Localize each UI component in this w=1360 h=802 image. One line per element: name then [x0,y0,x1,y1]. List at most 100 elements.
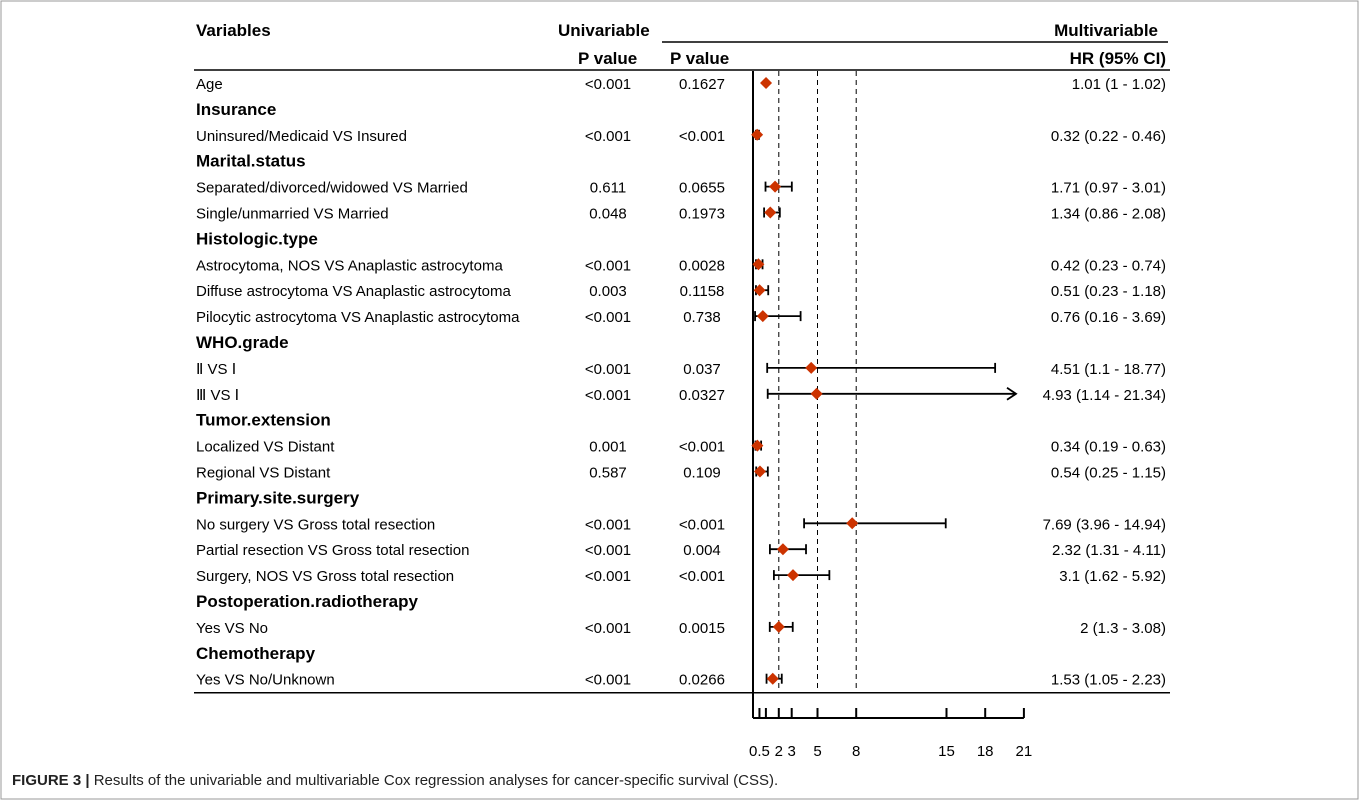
group-label: Histologic.type [196,229,318,248]
group-label: Insurance [196,100,276,119]
x-tick-label: 8 [852,743,860,760]
hr-ci-text: 2 (1.3 - 3.08) [1080,620,1166,637]
variable-label: Regional VS Distant [196,465,331,482]
hr-ci-text: 4.51 (1.1 - 18.77) [1051,361,1166,378]
plot-layer [751,71,1018,693]
multi-p-value: <0.001 [679,568,725,585]
hr-ci-text: 1.71 (0.97 - 3.01) [1051,180,1166,197]
variable-label: Ⅲ VS Ⅰ [196,387,239,404]
hr-ci-text: 1.01 (1 - 1.02) [1072,76,1166,93]
hr-ci-text: 0.54 (0.25 - 1.15) [1051,465,1166,482]
uni-p-value: 0.001 [589,439,627,456]
hr-marker [752,258,765,271]
hr-ci-text: 1.53 (1.05 - 2.23) [1051,672,1166,689]
group-label: Tumor.extension [196,411,331,430]
hr-ci-text: 3.1 (1.62 - 5.92) [1059,568,1166,585]
uni-p-value: <0.001 [585,76,631,93]
header-multi-p: P value [670,49,729,68]
group-label: Postoperation.radiotherapy [196,592,419,611]
hr-marker [751,439,764,452]
variable-label: Surgery, NOS VS Gross total resection [196,568,454,585]
uni-p-value: <0.001 [585,128,631,145]
hr-marker [769,180,782,193]
multi-p-value: 0.0028 [679,257,725,274]
hr-marker [753,465,766,478]
multi-p-value: 0.0327 [679,387,725,404]
hr-ci-text: 0.42 (0.23 - 0.74) [1051,257,1166,274]
group-label: Chemotherapy [196,644,316,663]
hr-marker [810,387,823,400]
hr-ci-text: 1.34 (0.86 - 2.08) [1051,206,1166,223]
variable-label: Diffuse astrocytoma VS Anaplastic astroc… [196,283,512,300]
x-tick-label: 0.5 [749,743,770,760]
hr-ci-text: 7.69 (3.96 - 14.94) [1043,516,1166,533]
header-variables: Variables [196,21,271,40]
hr-marker [786,569,799,582]
hr-marker [764,206,777,219]
uni-p-value: <0.001 [585,542,631,559]
variable-label: Localized VS Distant [196,439,335,456]
hr-marker [760,77,773,89]
hr-marker [766,672,779,685]
uni-p-value: <0.001 [585,568,631,585]
hr-marker [805,361,818,374]
hr-ci-text: 0.34 (0.19 - 0.63) [1051,439,1166,456]
multi-p-value: 0.1627 [679,76,725,93]
variable-label: Yes VS No [196,620,268,637]
group-label: Primary.site.surgery [196,488,360,507]
hr-ci-text: 0.32 (0.22 - 0.46) [1051,128,1166,145]
hr-ci-text: 0.51 (0.23 - 1.18) [1051,283,1166,300]
uni-p-value: 0.587 [589,465,627,482]
group-label: Marital.status [196,152,306,171]
variable-label: Partial resection VS Gross total resecti… [196,542,469,559]
group-label: WHO.grade [196,333,289,352]
x-tick-label: 15 [938,743,955,760]
variable-label: Uninsured/Medicaid VS Insured [196,128,407,145]
multi-p-value: 0.037 [683,361,721,378]
hr-marker [772,620,785,633]
uni-p-value: 0.003 [589,283,627,300]
hr-marker [846,517,859,530]
variable-label: Pilocytic astrocytoma VS Anaplastic astr… [196,309,520,326]
multi-p-value: 0.1973 [679,206,725,223]
hr-marker [751,128,764,141]
ci-arrow [1006,387,1018,401]
x-tick-label: 21 [1016,743,1033,760]
variable-label: Age [196,76,223,93]
caption-text: Results of the univariable and multivari… [89,772,779,789]
hr-marker [756,310,769,323]
hr-marker [776,543,789,556]
multi-p-value: 0.0015 [679,620,725,637]
hr-marker [753,284,766,297]
x-tick-label: 3 [788,743,796,760]
figure-caption: FIGURE 3 | Results of the univariable an… [12,772,778,789]
x-tick-label: 2 [775,743,783,760]
uni-p-value: <0.001 [585,257,631,274]
multi-p-value: 0.0655 [679,180,725,197]
multi-p-value: <0.001 [679,439,725,456]
hr-ci-text: 2.32 (1.31 - 4.11) [1052,542,1166,559]
rows-layer: Age <0.001 0.1627 1.01 (1 - 1.02) Insurance U… [194,76,1170,694]
variable-label: Separated/divorced/widowed VS Married [196,180,468,197]
variable-label: Single/unmarried VS Married [196,206,389,223]
multi-p-value: <0.001 [679,516,725,533]
header-uni-p: P value [578,49,637,68]
variable-label: Astrocytoma, NOS VS Anaplastic astrocyto… [196,257,503,274]
multi-p-value: 0.738 [683,309,721,326]
multi-p-value: 0.1158 [680,283,725,300]
variable-label: Yes VS No/Unknown [196,672,335,689]
variable-label: Ⅱ VS Ⅰ [196,361,236,378]
x-tick-label: 5 [813,743,821,760]
header-hr: HR (95% CI) [1070,49,1166,68]
uni-p-value: 0.048 [589,206,627,223]
multi-p-value: <0.001 [679,128,725,145]
caption-label: FIGURE 3 | [12,772,90,789]
uni-p-value: <0.001 [585,516,631,533]
uni-p-value: <0.001 [585,387,631,404]
multi-p-value: 0.0266 [679,672,725,689]
uni-p-value: <0.001 [585,309,631,326]
multi-p-value: 0.109 [683,465,721,482]
